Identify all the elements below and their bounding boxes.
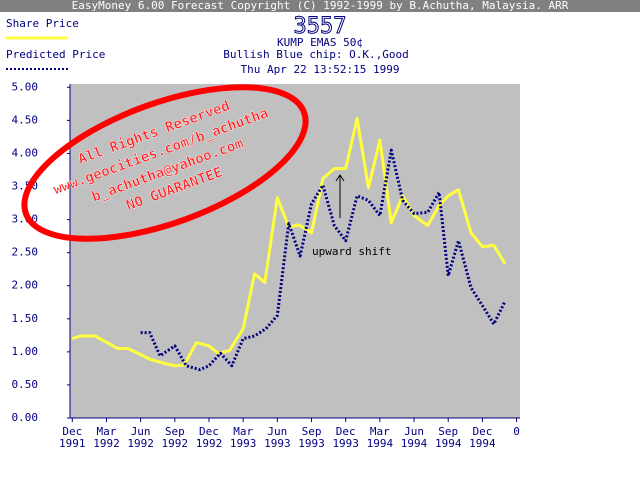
y-tick-label: 4.00 bbox=[12, 146, 39, 159]
legend-label: Share Price bbox=[6, 17, 79, 30]
x-tick-label: Mar 1992 bbox=[93, 425, 120, 450]
y-tick-label: 4.50 bbox=[12, 113, 39, 126]
x-tick-label: Sep 1992 bbox=[162, 425, 189, 450]
y-tick-label: 2.50 bbox=[12, 246, 39, 259]
annotation: upward shift bbox=[312, 245, 391, 258]
y-tick-label: 1.50 bbox=[12, 312, 39, 325]
y-tick-label: 0.50 bbox=[12, 378, 39, 391]
x-tick-label: Sep 1993 bbox=[298, 425, 325, 450]
x-tick-label: Dec 1993 bbox=[332, 425, 359, 450]
y-tick-label: 1.00 bbox=[12, 345, 39, 358]
series-line bbox=[71, 116, 507, 368]
annotation-arrowhead bbox=[335, 174, 345, 182]
x-tick-label: Mar 1993 bbox=[230, 425, 257, 450]
series-line bbox=[140, 148, 507, 372]
chart-title: 3557 bbox=[294, 14, 347, 39]
legend: Share Price Predicted Price bbox=[6, 17, 105, 70]
window-title: EasyMoney 6.00 Forecast Copyright (C) 19… bbox=[72, 0, 569, 12]
subtitle: KUMP EMAS 50¢ bbox=[277, 36, 363, 49]
x-tick-label: Jun 1993 bbox=[264, 425, 291, 450]
y-tick-label: 2.00 bbox=[12, 279, 39, 292]
x-tick-label: 0 bbox=[513, 425, 520, 438]
plot: 0.000.501.001.502.002.503.003.504.004.50… bbox=[12, 80, 520, 450]
subtitle: Thu Apr 22 13:52:15 1999 bbox=[241, 63, 400, 76]
title-bar bbox=[0, 0, 640, 12]
legend-label: Predicted Price bbox=[6, 48, 105, 61]
y-tick-label: 5.00 bbox=[12, 80, 39, 93]
x-tick-label: Dec 1991 bbox=[59, 425, 86, 450]
y-tick-label: 0.00 bbox=[12, 411, 39, 424]
x-tick-label: Dec 1994 bbox=[469, 425, 496, 450]
x-tick-label: Jun 1992 bbox=[127, 425, 154, 450]
subtitle: Bullish Blue chip: O.K.,Good bbox=[223, 48, 408, 61]
x-tick-label: Jun 1994 bbox=[401, 425, 428, 450]
x-tick-label: Dec 1992 bbox=[196, 425, 223, 450]
watermark-ellipse bbox=[21, 84, 309, 242]
x-tick-label: Mar 1994 bbox=[367, 425, 394, 450]
x-tick-label: Sep 1994 bbox=[435, 425, 462, 450]
